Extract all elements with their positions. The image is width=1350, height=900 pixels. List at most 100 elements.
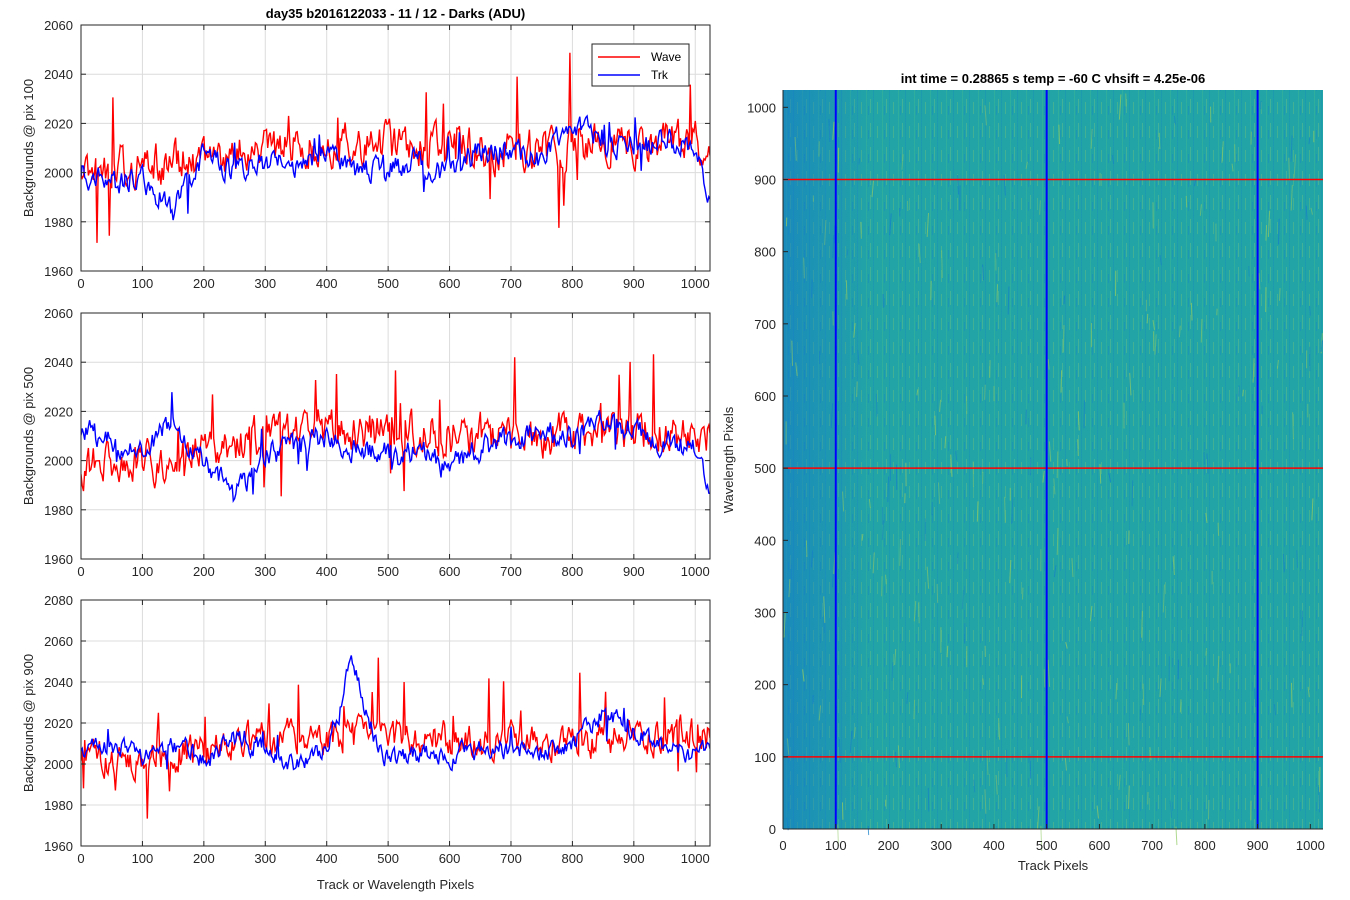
line-panel-2: 0 100 200 300 400 500 600 700 800 900 1000 1960 1980… — [21, 306, 711, 579]
x-tick-label: 300 — [254, 276, 276, 291]
y-tick-label: 1000 — [747, 100, 776, 115]
plot-area — [81, 313, 710, 559]
legend-label-trk: Trk — [651, 68, 669, 82]
x-tick-label: 0 — [77, 276, 84, 291]
x-tick-label: 900 — [623, 276, 645, 291]
x-tick-label: 800 — [562, 564, 584, 579]
x-tick-label: 400 — [316, 276, 338, 291]
y-axis-label: Backgrounds @ pix 900 — [21, 654, 36, 792]
y-tick-label: 2020 — [44, 716, 73, 731]
y-tick-label: 800 — [754, 245, 776, 260]
x-tick-label: 900 — [623, 564, 645, 579]
y-tick-label: 500 — [754, 461, 776, 476]
x-axis-label: Track or Wavelength Pixels — [317, 877, 475, 892]
line-panel-1: 0 100 200 300 400 500 600 700 800 900 1000 1960 1980… — [21, 6, 711, 291]
series-trk-line — [81, 114, 710, 221]
x-tick-label: 800 — [562, 851, 584, 866]
y-tick-label: 2060 — [44, 634, 73, 649]
y-tick-label: 200 — [754, 678, 776, 693]
x-tick-label: 1000 — [1296, 838, 1325, 853]
heatmap-left-shading — [783, 90, 873, 829]
y-tick-label: 1980 — [44, 798, 73, 813]
x-tick-label: 400 — [316, 851, 338, 866]
x-axis-label: Track Pixels — [1018, 858, 1089, 873]
x-tick-label: 600 — [439, 851, 461, 866]
series-trk-line — [81, 655, 710, 772]
y-tick-label: 2000 — [44, 454, 73, 469]
y-tick-label: 1960 — [44, 264, 73, 279]
x-tick-label: 0 — [77, 564, 84, 579]
y-tick-label: 0 — [769, 822, 776, 837]
legend-label-wave: Wave — [651, 50, 682, 64]
x-tick-label: 300 — [930, 838, 952, 853]
x-tick-label: 300 — [254, 564, 276, 579]
x-tick-label: 1000 — [681, 276, 710, 291]
y-tick-label: 1960 — [44, 552, 73, 567]
y-tick-label: 700 — [754, 317, 776, 332]
y-tick-label: 2060 — [44, 306, 73, 321]
axes-frame — [80, 24, 711, 272]
x-tick-label: 600 — [439, 276, 461, 291]
axes-frame — [80, 312, 711, 560]
x-tick-label: 200 — [878, 838, 900, 853]
x-tick-label: 700 — [500, 276, 522, 291]
x-tick-label: 500 — [377, 564, 399, 579]
chart-title: int time = 0.28865 s temp = -60 C vhsift… — [901, 71, 1206, 86]
y-tick-label: 600 — [754, 389, 776, 404]
y-tick-label: 2060 — [44, 18, 73, 33]
y-tick-label: 1960 — [44, 839, 73, 854]
y-tick-label: 400 — [754, 533, 776, 548]
y-axis-label: Backgrounds @ pix 500 — [21, 367, 36, 505]
x-tick-label: 800 — [562, 276, 584, 291]
y-tick-label: 2040 — [44, 675, 73, 690]
series-wave-line — [81, 52, 710, 243]
x-tick-label: 900 — [1247, 838, 1269, 853]
x-tick-label: 100 — [825, 838, 847, 853]
y-tick-label: 2000 — [44, 757, 73, 772]
y-tick-label: 2040 — [44, 67, 73, 82]
x-tick-label: 500 — [377, 276, 399, 291]
x-tick-label: 700 — [1141, 838, 1163, 853]
y-tick-label: 1980 — [44, 503, 73, 518]
y-tick-label: 100 — [754, 750, 776, 765]
series-trk-line — [81, 392, 710, 504]
legend: Wave Trk — [591, 43, 690, 87]
line-panel-3: 0 100 200 300 400 500 600 700 800 900 1000 1960 1980… — [21, 593, 711, 892]
y-tick-label: 2040 — [44, 355, 73, 370]
heatmap-panel: 0 100 200 300 400 500 600 700 800 900 1000 0 100 200 3… — [721, 71, 1325, 873]
legend-box — [591, 43, 690, 87]
x-tick-label: 100 — [132, 276, 154, 291]
x-tick-label: 600 — [439, 564, 461, 579]
x-tick-label: 1000 — [681, 851, 710, 866]
x-tick-label: 400 — [983, 838, 1005, 853]
y-tick-label: 2020 — [44, 404, 73, 419]
x-tick-label: 0 — [77, 851, 84, 866]
x-tick-label: 1000 — [681, 564, 710, 579]
x-tick-label: 500 — [377, 851, 399, 866]
x-tick-label: 100 — [132, 851, 154, 866]
x-tick-label: 200 — [193, 276, 215, 291]
x-tick-label: 400 — [316, 564, 338, 579]
x-tick-label: 900 — [623, 851, 645, 866]
y-axis-label: Backgrounds @ pix 100 — [21, 79, 36, 217]
x-tick-label: 700 — [500, 851, 522, 866]
y-tick-label: 2080 — [44, 593, 73, 608]
series-wave-line — [81, 657, 710, 819]
heatmap-streaks — [783, 93, 1323, 851]
x-tick-label: 0 — [779, 838, 786, 853]
y-tick-label: 1980 — [44, 215, 73, 230]
x-tick-label: 200 — [193, 564, 215, 579]
x-tick-label: 200 — [193, 851, 215, 866]
y-tick-label: 900 — [754, 172, 776, 187]
x-tick-label: 100 — [132, 564, 154, 579]
chart-title: day35 b2016122033 - 11 / 12 - Darks (ADU… — [266, 6, 525, 21]
x-tick-label: 600 — [1089, 838, 1111, 853]
y-tick-label: 300 — [754, 605, 776, 620]
x-tick-label: 700 — [500, 564, 522, 579]
y-tick-label: 2000 — [44, 166, 73, 181]
series-wave-line — [81, 354, 710, 497]
y-tick-label: 2020 — [44, 116, 73, 131]
y-axis-label: Wavelength Pixels — [721, 406, 736, 513]
x-tick-label: 800 — [1194, 838, 1216, 853]
